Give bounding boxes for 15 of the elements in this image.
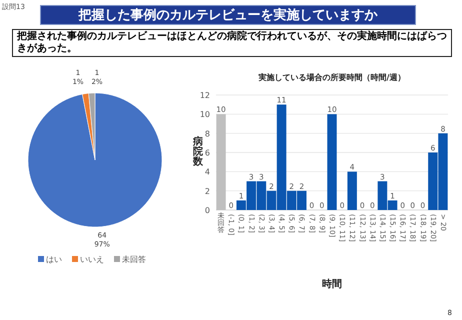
text: 把握された事例のカルテレビューはほとんどの病院で行われているが、その実施時間にはばらつきがあった。 bbox=[12, 29, 452, 57]
y-tick-label: 8 bbox=[204, 129, 210, 138]
y-tick-label: 10 bbox=[200, 110, 210, 120]
x-axis-title: 時間 bbox=[322, 278, 342, 290]
chart-title: 実施している場合の所要時間（時間/週） bbox=[258, 72, 406, 82]
y-tick-label: 4 bbox=[204, 168, 210, 177]
y-tick-label: 12 bbox=[200, 91, 210, 100]
legend-label: 未回答 bbox=[122, 255, 146, 264]
legend-label: いいえ bbox=[80, 255, 104, 264]
y-axis-title: 病院数 bbox=[192, 136, 204, 168]
text: 把握した事例のカルテレビューを実施していますか bbox=[40, 5, 416, 25]
y-tick-label: 6 bbox=[204, 148, 210, 158]
y-tick-label: 0 bbox=[204, 206, 210, 215]
legend-label: はい bbox=[46, 255, 62, 264]
y-tick-label: 2 bbox=[204, 186, 210, 196]
